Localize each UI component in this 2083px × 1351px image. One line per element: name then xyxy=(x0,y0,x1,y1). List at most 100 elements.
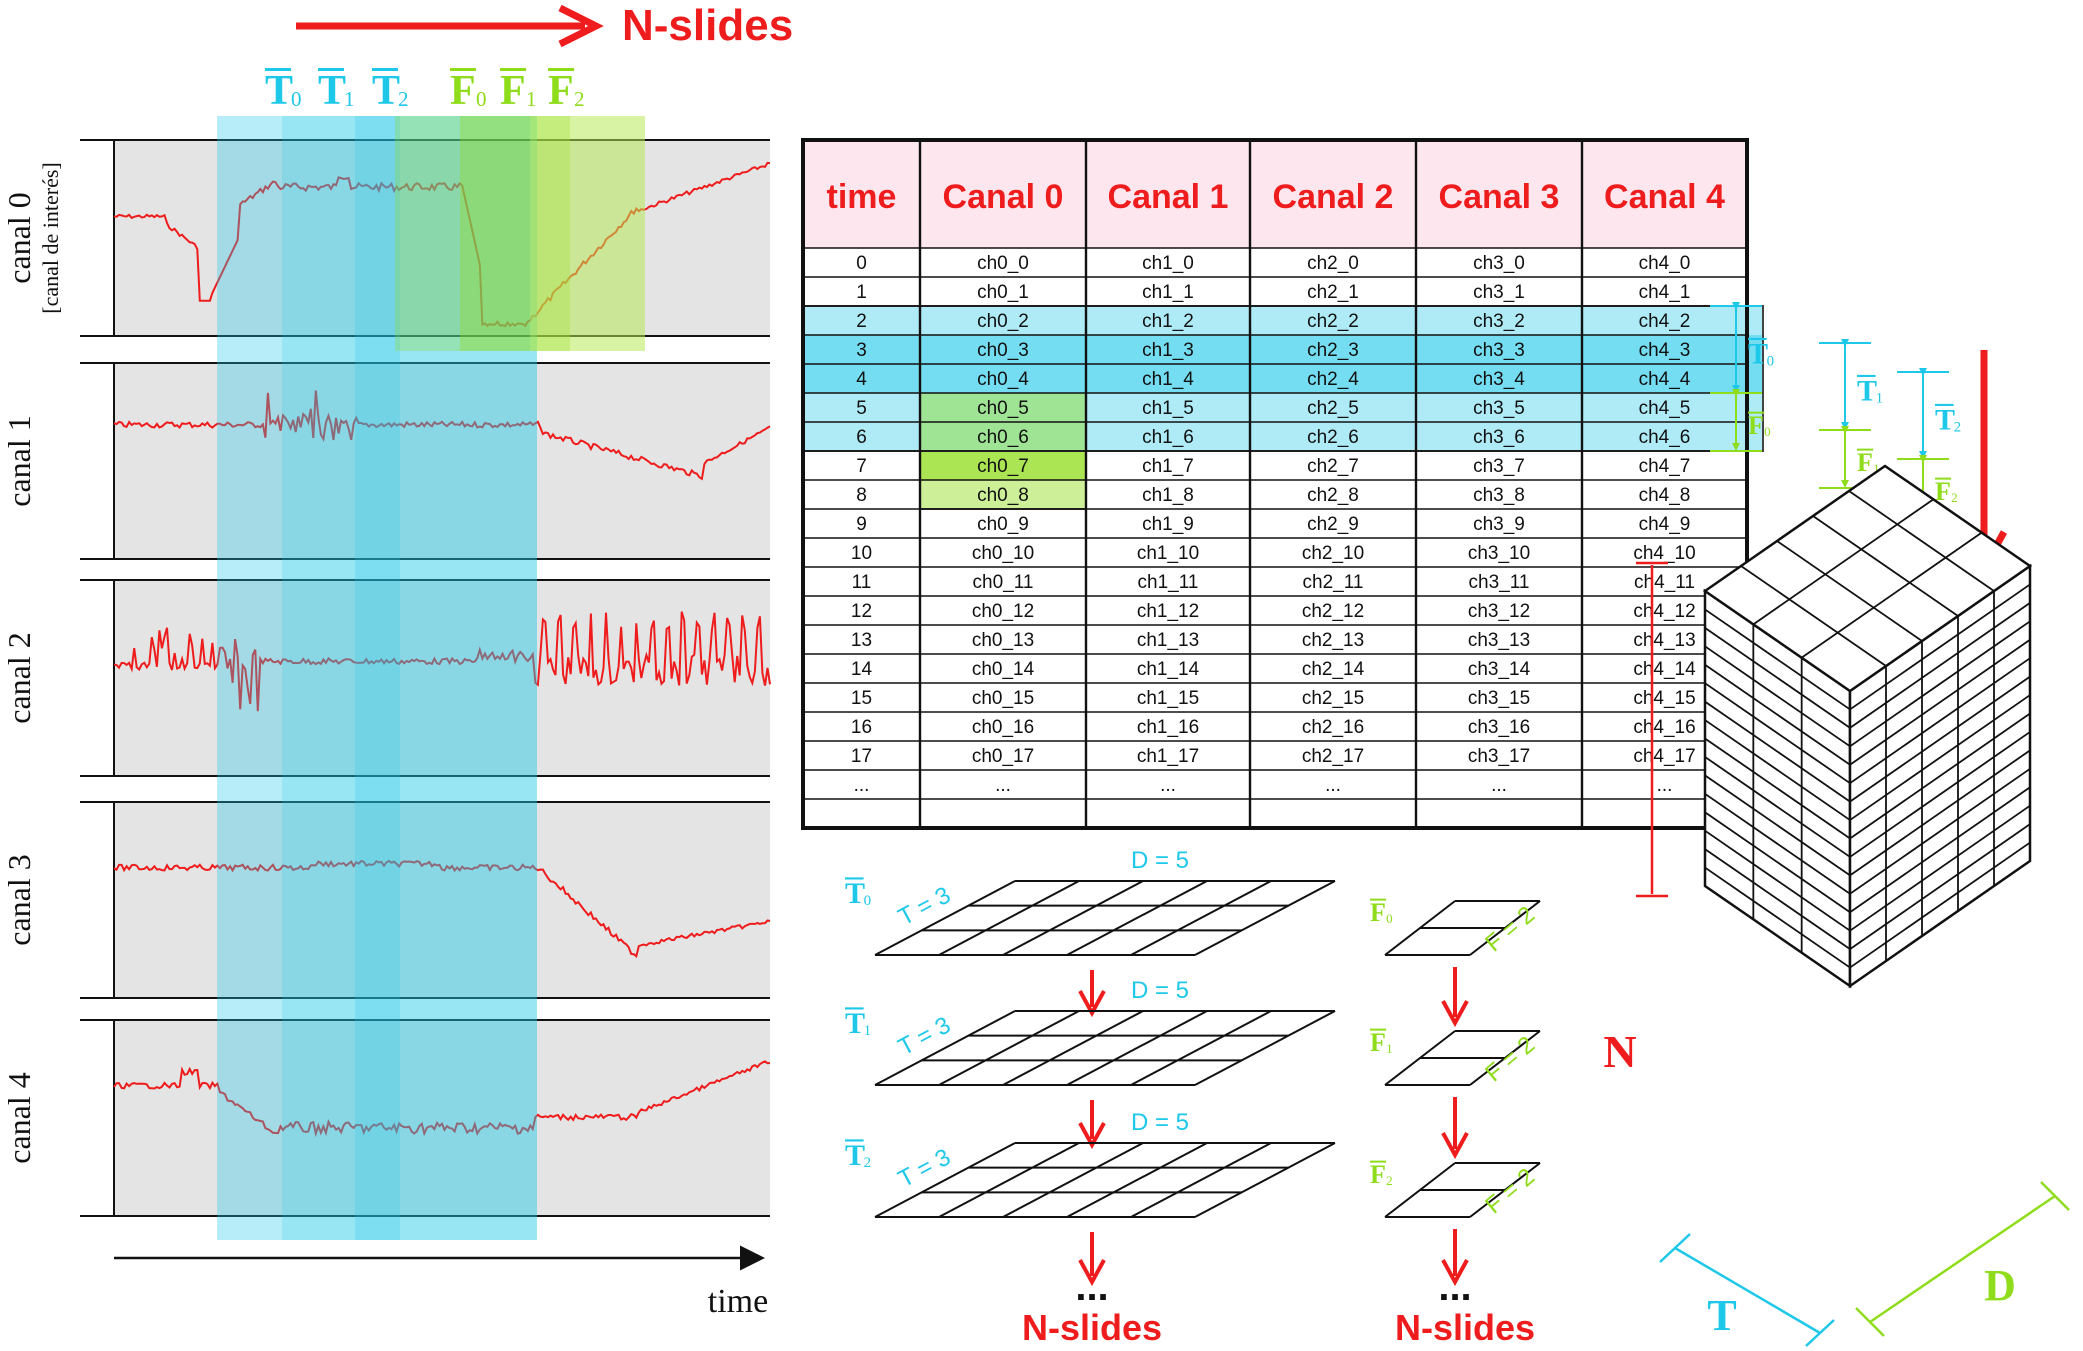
grid-t1-cells-vline xyxy=(938,1010,1080,1086)
tensor-right-row xyxy=(1849,804,2031,932)
table-cell: ch4_16 xyxy=(1633,717,1695,738)
table-row: 16 ch0_16 ch1_16 ch2_16 ch3_16 ch4_16 xyxy=(851,717,1696,738)
grid-d-label: D = 5 xyxy=(1131,847,1189,874)
table-row: 15 ch0_15 ch1_15 ch2_15 ch3_15 ch4_15 xyxy=(851,688,1696,709)
table-row: 11 ch0_11 ch1_11 ch2_11 ch3_11 ch4_11 xyxy=(852,572,1695,593)
table-cell: ch2_14 xyxy=(1302,659,1365,680)
grid-f2-cells-vline xyxy=(1469,1162,1541,1218)
grid-label-t0-sub: 0 xyxy=(864,893,872,909)
table-cell: ch0_6 xyxy=(977,427,1029,448)
table-cell: 11 xyxy=(852,572,872,593)
grid-t2-cells-vline xyxy=(874,1142,1016,1218)
table-cell: ch0_14 xyxy=(972,659,1035,680)
grid-t1-cells-vline xyxy=(874,1010,1016,1086)
table-cell: ch2_8 xyxy=(1307,485,1359,506)
tensor-left-row xyxy=(1704,682,1851,784)
f2-window xyxy=(530,116,645,351)
tensor-t-line xyxy=(1674,1246,1821,1335)
signal-panel-bg xyxy=(114,363,770,559)
table-cell: ch3_16 xyxy=(1468,717,1530,738)
f1-window xyxy=(460,116,570,351)
window-labels: T0 T1 T2 F 0 F 1 F 2 xyxy=(265,68,585,114)
signal-panel-3: canal 3 xyxy=(1,801,771,999)
grid-label-t2-sub: 2 xyxy=(864,1155,872,1171)
table-cell: ch4_17 xyxy=(1633,746,1695,767)
tensor-right-row xyxy=(1849,639,2031,766)
grid-t0-cells-vline xyxy=(1066,880,1208,956)
grid-t2-cells xyxy=(874,1142,1336,1218)
time-axis-label: time xyxy=(708,1283,768,1320)
window-label-f2-letter: F xyxy=(548,68,574,114)
table-cell: 9 xyxy=(856,514,867,535)
tensor-right-row xyxy=(1849,731,2031,858)
tensor-n-label: N xyxy=(1603,1026,1636,1077)
grid-label-f0-letter: F xyxy=(1370,898,1386,927)
grid-t1-cells-vline xyxy=(1002,1010,1144,1086)
table-row: 17 ch0_17 ch1_17 ch2_17 ch3_17 ch4_17 xyxy=(851,746,1696,767)
side-label-f1-sub: 1 xyxy=(1873,461,1880,476)
table-cell: ch2_11 xyxy=(1303,572,1364,593)
table-cell: ch2_7 xyxy=(1307,456,1359,477)
table-cell: ch2_4 xyxy=(1307,369,1359,390)
grid-t-arrowhead xyxy=(1078,1259,1106,1287)
table-t-highlight xyxy=(803,364,1763,393)
tensor-d-line xyxy=(1869,1194,2056,1324)
table-cell: 5 xyxy=(856,398,867,419)
tensor-right-row xyxy=(1849,712,2031,840)
tensor-right-row xyxy=(1849,675,2031,803)
grid-nslides-right: N-slides xyxy=(1395,1307,1535,1348)
grid-t-label: T = 3 xyxy=(894,1012,955,1062)
table-row: 1 ch0_1 ch1_1 ch2_1 ch3_1 ch4_1 xyxy=(856,282,1690,303)
table-cell: 12 xyxy=(851,601,872,622)
table-cell: ch4_11 xyxy=(1634,572,1695,593)
table-cell: ch4_10 xyxy=(1633,543,1695,564)
grid-label-t0-letter: T xyxy=(845,877,865,910)
channel-label-3: canal 3 xyxy=(1,854,37,946)
channel-label-4: canal 4 xyxy=(1,1072,37,1164)
side-label-t0-letter: T xyxy=(1748,338,1768,371)
grid-t-arrowhead xyxy=(1078,990,1106,1018)
tensor-right-row xyxy=(1849,602,2031,729)
channel-label-2: canal 2 xyxy=(1,632,37,724)
table-cell: ch3_0 xyxy=(1473,253,1525,274)
tensor-top-dline xyxy=(1740,565,1887,667)
grid-f2-cells xyxy=(1384,1162,1541,1218)
grid-d-label: D = 5 xyxy=(1131,977,1189,1004)
table-cell: 16 xyxy=(851,717,872,738)
table-cell: ch3_15 xyxy=(1468,688,1530,709)
table-header-cell: Canal 4 xyxy=(1604,178,1725,216)
table-cell: ch1_2 xyxy=(1142,311,1194,332)
table-highlights xyxy=(802,305,1764,510)
table-cell: ch2_2 xyxy=(1307,311,1359,332)
table-f-highlight xyxy=(920,422,1086,451)
tensor-left-row xyxy=(1704,700,1851,803)
grid-label-f1-sub: 1 xyxy=(1386,1041,1393,1056)
grid-f0-cells-vline xyxy=(1384,900,1456,956)
table-cell: ch3_9 xyxy=(1473,514,1525,535)
table-cell: ch1_17 xyxy=(1137,746,1199,767)
side-label-f0-letter: F xyxy=(1748,411,1764,440)
tensor-d-tick-a xyxy=(1855,1307,1885,1337)
table-cell: ch2_0 xyxy=(1307,253,1359,274)
tensor-left-row xyxy=(1704,811,1851,913)
window-label-t1-sub: 1 xyxy=(344,87,355,111)
table-cell: ch0_3 xyxy=(977,340,1029,361)
tensor-top-tline xyxy=(1801,531,1983,659)
side-label-f2-sub: 2 xyxy=(1951,490,1958,505)
grid-label-f2-sub: 2 xyxy=(1386,1173,1393,1188)
table-header-cell: Canal 0 xyxy=(943,178,1064,216)
table-cell: ch0_15 xyxy=(972,688,1034,709)
table-cell: 8 xyxy=(856,485,867,506)
table-cell: 2 xyxy=(856,311,867,332)
table-cell: ch2_17 xyxy=(1302,746,1364,767)
grid-dots-left: ... xyxy=(1075,1265,1108,1309)
table-cell: ... xyxy=(1491,775,1507,796)
grid-t0: T0 D = 5 T = 3 xyxy=(845,847,1336,1018)
grid-t2-cells-vline xyxy=(1066,1142,1208,1218)
